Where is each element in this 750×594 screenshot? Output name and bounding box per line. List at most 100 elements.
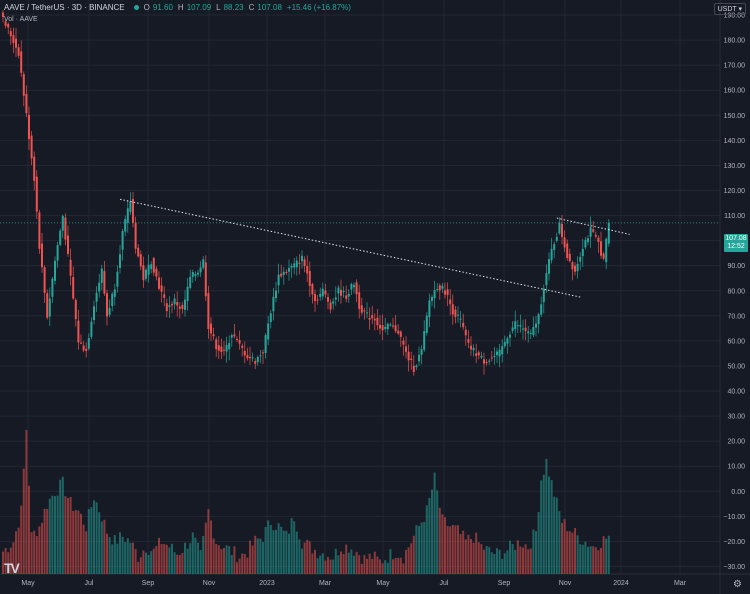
volume-bar: [555, 497, 558, 574]
x-tick-label: 2024: [613, 580, 629, 587]
volume-bar: [236, 562, 238, 574]
candle-body: [355, 282, 358, 295]
candle-body: [347, 293, 350, 297]
candle-body: [178, 306, 181, 309]
y-tick-label: 170.00: [724, 63, 746, 70]
gear-icon[interactable]: ⚙: [733, 579, 742, 590]
volume-bar: [38, 526, 41, 574]
candle-body: [498, 349, 501, 357]
volume-bar: [155, 545, 158, 574]
volume-bar: [467, 534, 470, 574]
candle-body: [522, 328, 524, 330]
volume-bar: [360, 563, 363, 574]
volume-bar: [490, 552, 493, 574]
volume-bar: [290, 518, 293, 574]
volume-bar: [363, 555, 366, 574]
volume-bar: [542, 474, 545, 574]
volume-bar: [12, 542, 15, 574]
candle-body: [238, 339, 241, 344]
volume-bar: [9, 547, 12, 574]
candle-body: [22, 74, 25, 96]
candle-body: [51, 278, 54, 297]
tradingview-logo-icon[interactable]: TV: [4, 560, 20, 576]
volume-bar: [324, 560, 327, 574]
candle-body: [173, 298, 176, 305]
volume-bar: [420, 522, 423, 574]
volume-bar: [147, 554, 150, 574]
candle-body: [35, 176, 38, 212]
volume-bar: [238, 558, 241, 574]
volume-bar: [152, 548, 155, 574]
candle-body: [259, 355, 262, 357]
candle-body: [308, 271, 311, 286]
candle-body: [95, 292, 98, 302]
volume-bar: [93, 500, 95, 574]
symbol-title[interactable]: AAVE / TetherUS · 3D · BINANCE: [4, 3, 125, 12]
volume-bar: [254, 535, 257, 574]
volume-bar: [230, 554, 233, 574]
y-tick-label: 180.00: [724, 38, 746, 45]
volume-bar: [535, 531, 537, 574]
volume-bar: [61, 476, 64, 574]
volume-bar: [316, 558, 319, 574]
candle-body: [436, 288, 439, 290]
volume-bar: [340, 551, 342, 574]
volume-bar: [85, 531, 88, 574]
candle-body: [459, 318, 462, 320]
volume-bar: [56, 495, 59, 574]
volume-bar: [225, 545, 228, 574]
candle-body: [204, 262, 207, 297]
high-label: H: [177, 3, 184, 12]
volume-bar: [293, 521, 296, 574]
candle-body: [532, 327, 535, 336]
y-tick-label: 80.00: [727, 288, 745, 295]
candle-body: [43, 267, 46, 293]
candle-body: [111, 293, 114, 307]
candle-body: [587, 238, 589, 243]
candle-body: [106, 293, 108, 317]
y-tick-label: 150.00: [724, 113, 746, 120]
volume-bar: [267, 520, 270, 574]
candle-body: [303, 259, 306, 267]
candle-body: [392, 325, 394, 327]
candle-body: [527, 331, 530, 334]
volume-bar: [249, 540, 251, 574]
candle-body: [225, 345, 228, 352]
volume-bar: [446, 525, 449, 574]
candle-body: [80, 342, 82, 344]
volume-bar: [158, 537, 160, 574]
currency-selector[interactable]: USDT ▾: [713, 3, 746, 15]
x-tick-label: Nov: [559, 580, 572, 587]
x-tick-label: Mar: [674, 580, 687, 587]
candle-body: [269, 313, 272, 323]
volume-bar: [100, 521, 103, 574]
volume-bar: [137, 561, 140, 574]
volume-bar: [246, 557, 249, 574]
volume-bar: [329, 559, 332, 574]
candle-body: [41, 243, 43, 268]
candle-body: [415, 365, 418, 368]
volume-bar: [142, 550, 145, 574]
volume-bar: [168, 547, 171, 574]
volume-bar: [87, 509, 90, 574]
candle-body: [506, 338, 509, 344]
candle-body: [212, 334, 215, 337]
volume-bar: [431, 489, 433, 574]
volume-bar: [43, 508, 46, 574]
volume-bar: [285, 530, 288, 574]
candle-body: [132, 199, 134, 223]
candle-body: [493, 356, 496, 358]
candle-body: [540, 304, 543, 315]
volume-bar: [51, 495, 54, 574]
volume-bar: [327, 556, 329, 574]
volume-bar: [438, 507, 441, 574]
volume-bar: [433, 472, 436, 574]
candle-body: [558, 222, 561, 234]
candle-body: [571, 262, 574, 270]
volume-bar: [444, 517, 446, 574]
candle-body: [350, 283, 353, 290]
candle-body: [85, 348, 88, 351]
candle-body: [282, 271, 285, 275]
candle-body: [446, 289, 449, 296]
